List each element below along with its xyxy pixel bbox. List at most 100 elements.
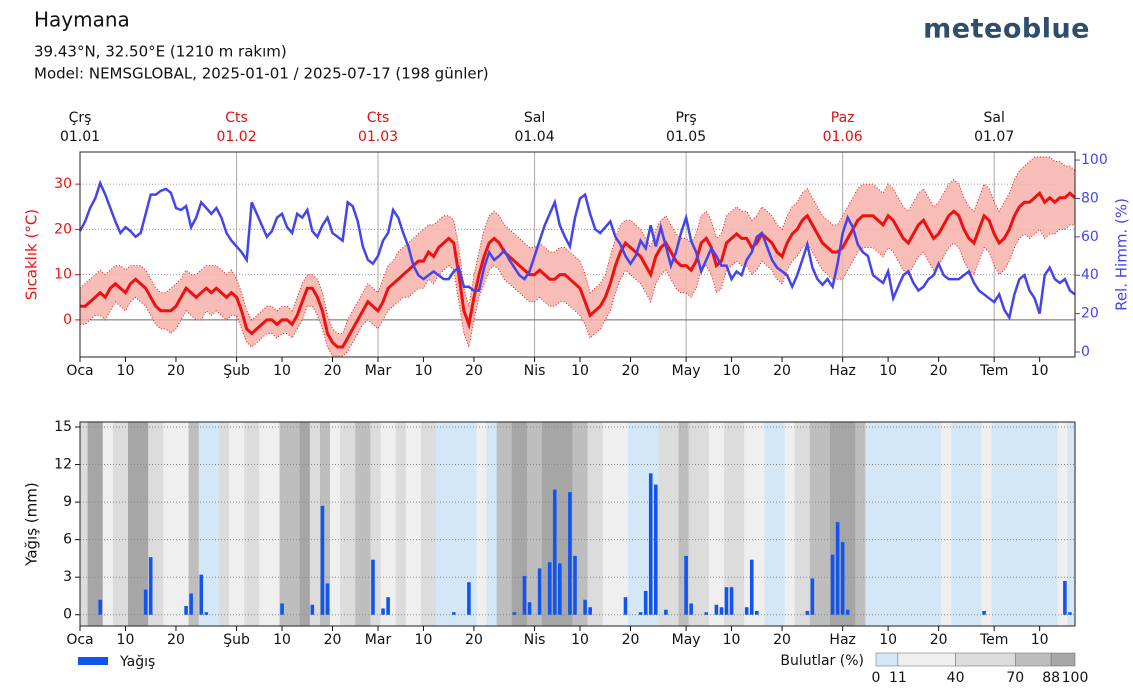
precip-bar bbox=[684, 555, 688, 615]
cloud-strip bbox=[966, 422, 972, 626]
cloud-strip bbox=[789, 422, 795, 626]
cloud-strip bbox=[198, 422, 205, 626]
cloud-strip bbox=[809, 422, 816, 626]
cloud-strip bbox=[1027, 422, 1033, 626]
cloud-strip bbox=[340, 422, 346, 626]
cloud-strip bbox=[1047, 422, 1053, 626]
cloud-strip bbox=[865, 422, 871, 626]
cloud-strip bbox=[456, 422, 462, 626]
cloud-strip bbox=[628, 422, 634, 626]
x-tick-label: 20 bbox=[622, 632, 640, 648]
cloud-strip bbox=[915, 422, 922, 626]
cloud-strip bbox=[420, 422, 427, 626]
cloud-strip bbox=[931, 422, 937, 626]
cloud-strip bbox=[688, 422, 694, 626]
precip-bar bbox=[755, 610, 759, 615]
y-axis-label: Sıcaklık (°C) bbox=[23, 209, 41, 300]
date-label: 01.06 bbox=[823, 129, 863, 145]
day-label: Prş bbox=[675, 110, 696, 126]
x-tick-label: 20 bbox=[773, 363, 791, 379]
cloud-strip bbox=[956, 422, 962, 626]
precip-bar bbox=[512, 612, 517, 615]
precip-bar bbox=[527, 602, 532, 615]
day-label: Çrş bbox=[69, 110, 92, 126]
x-tick-label: 20 bbox=[930, 363, 948, 379]
cloud-strip bbox=[612, 422, 619, 626]
cloud-strip bbox=[486, 422, 492, 626]
cloud-strip bbox=[557, 422, 563, 626]
x-tick-label: 20 bbox=[465, 363, 483, 379]
cloud-strip bbox=[961, 422, 967, 626]
temperature-min bbox=[80, 224, 1075, 357]
cloud-strip bbox=[425, 422, 432, 626]
cloud-strip bbox=[330, 422, 336, 626]
cloud-strip bbox=[375, 422, 381, 626]
cloud-strip bbox=[941, 422, 947, 626]
cloud-strip bbox=[259, 422, 265, 626]
precip-bar bbox=[704, 612, 709, 615]
cloud-strip bbox=[203, 422, 210, 626]
x-tick-label: Oca bbox=[66, 363, 93, 379]
cloud-strip bbox=[127, 422, 134, 626]
precip-bar bbox=[643, 590, 648, 615]
x-tick-label: 10 bbox=[415, 632, 433, 648]
cloud-strip bbox=[784, 422, 790, 626]
cloud-strip bbox=[218, 422, 225, 626]
day-label: Sal bbox=[524, 110, 545, 126]
precip-bar bbox=[653, 484, 658, 615]
cloud-strip bbox=[102, 422, 109, 626]
cloud-strip bbox=[622, 422, 629, 626]
plot-frame bbox=[79, 151, 1076, 358]
cloud-strip bbox=[617, 422, 624, 626]
precip-bar bbox=[623, 597, 628, 615]
y2-tick-label: 80 bbox=[1081, 190, 1099, 206]
cloud-legend-swatch bbox=[1015, 652, 1052, 667]
cloud-strip bbox=[819, 422, 826, 626]
cloud-strip bbox=[799, 422, 806, 626]
precip-bar bbox=[648, 473, 653, 615]
y2-tick-label: 100 bbox=[1081, 152, 1108, 168]
y-tick-label: 0 bbox=[63, 607, 72, 623]
cloud-strip bbox=[804, 422, 811, 626]
cloud-strip bbox=[153, 422, 159, 626]
x-tick-label: Şub bbox=[223, 632, 250, 648]
cloud-strip bbox=[360, 422, 366, 626]
y-tick-label: 15 bbox=[54, 419, 72, 435]
cloud-strip bbox=[415, 422, 422, 626]
cloud-strip bbox=[521, 422, 528, 626]
cloud-strip bbox=[981, 422, 987, 626]
cloud-strip bbox=[794, 422, 801, 626]
cloud-strip bbox=[824, 422, 831, 626]
cloud-strip bbox=[860, 422, 866, 626]
x-tick-label: 20 bbox=[167, 363, 185, 379]
precip-bar bbox=[98, 599, 103, 615]
cloud-strip bbox=[734, 422, 740, 626]
cloud-legend-swatch bbox=[1050, 652, 1076, 667]
x-tick-label: 10 bbox=[1031, 363, 1049, 379]
plot-frame bbox=[79, 421, 1076, 627]
cloud-strip bbox=[380, 422, 386, 626]
precip-bar bbox=[189, 593, 193, 615]
cloud-strip bbox=[830, 422, 836, 626]
x-tick-label: Nis bbox=[524, 363, 546, 379]
precip-bar bbox=[982, 610, 986, 615]
precip-bar bbox=[522, 575, 527, 615]
logo: meteoblue bbox=[923, 14, 1090, 45]
cloud-strip bbox=[607, 422, 614, 626]
title: Haymana bbox=[34, 8, 130, 32]
cloud-strip bbox=[168, 422, 174, 626]
precip-bar bbox=[729, 587, 734, 615]
cloud-strip bbox=[602, 422, 609, 626]
cloud-strip bbox=[1037, 422, 1043, 626]
cloud-strip bbox=[643, 422, 649, 626]
cloud-strip bbox=[279, 422, 285, 626]
y-tick-label: 30 bbox=[54, 176, 72, 192]
precip-bar bbox=[1063, 580, 1067, 615]
cloud-strip bbox=[506, 422, 513, 626]
temperature-mean bbox=[80, 190, 1076, 349]
cloud-strip bbox=[895, 422, 902, 626]
cloud-strip bbox=[461, 422, 467, 626]
precip-bar bbox=[835, 522, 840, 615]
precip-bar bbox=[467, 582, 471, 615]
x-tick-label: 10 bbox=[571, 632, 589, 648]
